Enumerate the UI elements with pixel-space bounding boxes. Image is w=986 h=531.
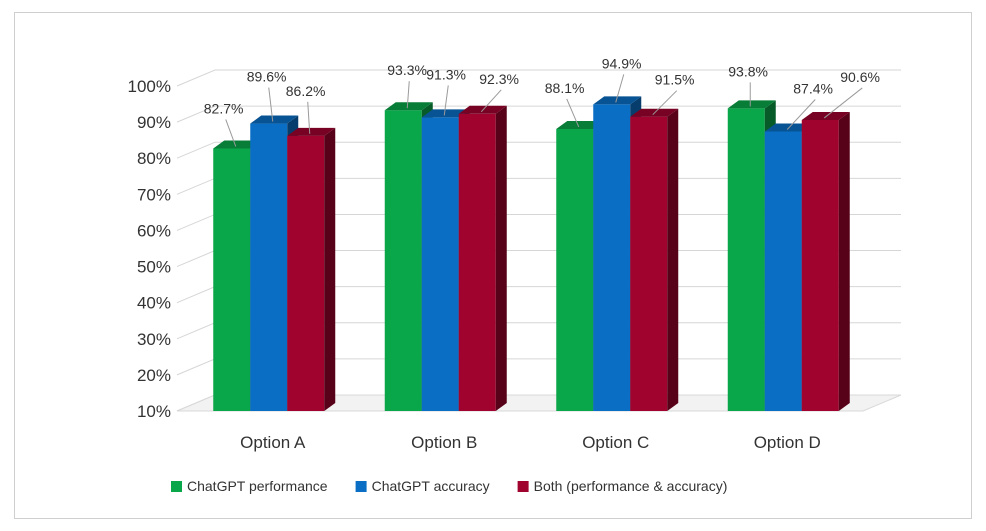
bar-top xyxy=(801,111,850,120)
y-tick-label: 90% xyxy=(137,113,171,132)
bar-front xyxy=(593,104,631,412)
legend-swatch xyxy=(517,481,529,492)
data-labels: 82.7%89.6%86.2% 93.3% 91.3% 92.3% 88.1% 94.9%… xyxy=(204,55,880,147)
y-tick-label: 10% xyxy=(137,402,171,421)
bar-side xyxy=(667,108,679,411)
data-label: 93.3% xyxy=(387,62,427,78)
bar-top xyxy=(421,109,470,118)
y-axis: 10% 20% 30% 40% 50% 60% 70% 80% 90% 100% xyxy=(128,77,171,421)
data-label: 93.8% xyxy=(728,63,768,79)
data-label: 88.1% xyxy=(545,80,585,96)
y-tick-label: 50% xyxy=(137,258,171,277)
data-label: 90.6% xyxy=(840,69,880,85)
bar-option-d-series-3 xyxy=(801,111,850,411)
chart-frame: 10% 20% 30% 40% 50% 60% 70% 80% 90% 100% Option A… xyxy=(14,12,972,519)
label-leader xyxy=(268,87,274,122)
bar-top xyxy=(213,140,262,149)
x-tick-label: Option A xyxy=(240,433,306,452)
bar-front xyxy=(384,110,422,411)
label-leader xyxy=(225,119,237,147)
bar-front xyxy=(556,128,594,411)
bar-top xyxy=(593,96,642,105)
legend-label: ChatGPT performance xyxy=(187,478,328,494)
bar-front xyxy=(421,117,459,412)
legend-swatch xyxy=(171,481,182,492)
bar-front xyxy=(764,131,802,411)
bar-front xyxy=(287,135,325,411)
bar-front xyxy=(630,116,668,411)
y-tick-label: 60% xyxy=(137,221,171,240)
legend-item: ChatGPT accuracy xyxy=(355,478,490,494)
bar-front xyxy=(250,123,288,412)
legend-item: ChatGPT performance xyxy=(171,478,328,494)
label-leader xyxy=(480,89,502,113)
label-leader xyxy=(566,98,580,128)
bar-chart: 10% 20% 30% 40% 50% 60% 70% 80% 90% 100% Option A… xyxy=(128,55,902,494)
bar-option-b-series-3 xyxy=(458,105,507,412)
bar-front xyxy=(213,148,251,411)
label-leader xyxy=(443,85,449,116)
x-tick-label: Option B xyxy=(411,433,477,452)
label-leader xyxy=(307,101,311,134)
data-label: 82.7% xyxy=(204,100,244,116)
label-leader xyxy=(615,74,625,103)
data-label: 94.9% xyxy=(602,55,642,71)
x-tick-label: Option D xyxy=(754,433,821,452)
bar-top xyxy=(287,127,336,136)
legend-label: Both (performance & accuracy) xyxy=(534,478,728,494)
y-tick-label: 40% xyxy=(137,294,171,313)
data-label: 91.3% xyxy=(426,66,466,82)
bar-top xyxy=(250,115,299,124)
bar-top xyxy=(384,102,433,111)
x-axis: Option A Option B Option C Option D xyxy=(240,433,821,452)
legend: ChatGPT performance ChatGPT accuracy Both … xyxy=(171,478,727,494)
y-tick-label: 70% xyxy=(137,185,171,204)
data-label: 86.2% xyxy=(286,83,326,99)
y-tick-label: 100% xyxy=(128,77,171,96)
gridline xyxy=(176,69,901,87)
bar-option-c-series-3 xyxy=(630,108,679,411)
bar-front xyxy=(458,113,496,412)
bar-side xyxy=(495,105,507,412)
bar-top xyxy=(556,120,605,129)
data-label: 92.3% xyxy=(479,71,519,87)
bar-front xyxy=(801,119,839,411)
data-label: 89.6% xyxy=(247,69,287,85)
label-leader xyxy=(652,90,678,116)
y-tick-label: 80% xyxy=(137,149,171,168)
label-leader xyxy=(406,81,410,109)
data-label: 87.4% xyxy=(793,81,833,97)
legend-item: Both (performance & accuracy) xyxy=(517,478,728,494)
bar-side xyxy=(324,127,336,411)
y-tick-label: 20% xyxy=(137,366,171,385)
bar-option-a-series-3 xyxy=(287,127,336,411)
bar-front xyxy=(727,108,765,411)
bar-top xyxy=(727,100,776,109)
legend-swatch xyxy=(355,481,367,492)
label-leader xyxy=(786,99,816,130)
data-label: 91.5% xyxy=(655,72,695,88)
label-leader xyxy=(823,87,863,119)
bars xyxy=(213,96,850,412)
legend-label: ChatGPT accuracy xyxy=(372,478,490,494)
gridline xyxy=(176,105,901,123)
bar-side xyxy=(838,111,850,411)
y-tick-label: 30% xyxy=(137,330,171,349)
x-tick-label: Option C xyxy=(582,433,649,452)
